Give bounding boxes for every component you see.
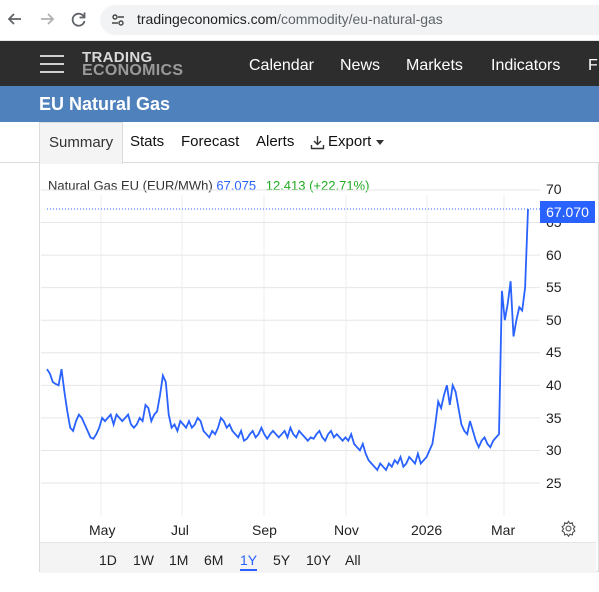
y-tick: 70 (546, 181, 562, 197)
range-1w[interactable]: 1W (133, 552, 154, 568)
x-tick: Nov (334, 522, 359, 538)
tab-stats[interactable]: Stats (130, 133, 165, 150)
browser-toolbar: tradingeconomics.com/commodity/eu-natura… (0, 0, 599, 41)
back-arrow-icon[interactable] (4, 8, 26, 30)
page-title-bar: EU Natural Gas (0, 86, 599, 122)
y-tick: 35 (546, 410, 562, 426)
range-1y[interactable]: 1Y (240, 552, 258, 571)
reload-icon[interactable] (68, 8, 90, 30)
download-icon (310, 135, 325, 149)
last-price-label: 67.070 (540, 201, 595, 223)
range-all[interactable]: All (345, 552, 361, 568)
tab-bar: Summary Stats Forecast Alerts Export (0, 122, 599, 164)
range-1d[interactable]: 1D (99, 552, 117, 568)
quote-price: 67.075 (216, 178, 257, 193)
x-tick: 2026 (411, 522, 443, 538)
page-title: EU Natural Gas (39, 94, 171, 114)
x-tick: Mar (491, 522, 516, 538)
chevron-down-icon (376, 139, 385, 145)
y-tick: 55 (546, 279, 562, 295)
tab-forecast[interactable]: Forecast (181, 133, 240, 150)
address-bar[interactable]: tradingeconomics.com/commodity/eu-natura… (100, 5, 599, 35)
forward-arrow-icon[interactable] (36, 8, 58, 30)
y-tick: 50 (546, 312, 562, 328)
range-5y[interactable]: 5Y (273, 552, 291, 568)
nav-markets[interactable]: Markets (406, 57, 463, 74)
quote-line: Natural Gas EU (EUR/MWh) 67.075 12.413 (… (48, 178, 369, 193)
x-tick: May (89, 522, 116, 538)
y-tick: 30 (546, 442, 562, 458)
range-10y[interactable]: 10Y (306, 552, 331, 568)
x-tick: Sep (252, 522, 277, 538)
range-6m[interactable]: 6M (204, 552, 224, 568)
gear-icon[interactable] (560, 520, 577, 537)
y-tick: 60 (546, 247, 562, 263)
logo[interactable]: TRADING ECONOMICS (82, 49, 184, 79)
quote-name: Natural Gas EU (EUR/MWh) (48, 178, 213, 193)
export-label: Export (328, 133, 372, 150)
y-tick: 40 (546, 377, 562, 393)
range-selector (40, 542, 596, 573)
export-dropdown[interactable]: Export (310, 122, 385, 162)
url-text: tradingeconomics.com/commodity/eu-natura… (137, 11, 443, 27)
nav-calendar[interactable]: Calendar (249, 57, 314, 74)
site-header: TRADING ECONOMICS Calendar News Markets … (0, 41, 599, 86)
quote-change: 12.413 (+22.71%) (265, 178, 370, 193)
x-tick: Jul (171, 522, 189, 538)
hamburger-icon[interactable] (40, 55, 64, 73)
y-tick: 25 (546, 475, 562, 491)
nav-indicators[interactable]: Indicators (491, 57, 561, 74)
site-settings-icon[interactable] (110, 12, 126, 28)
nav-forecast-truncated[interactable]: F (588, 57, 598, 74)
tab-summary[interactable]: Summary (39, 122, 124, 164)
y-tick: 45 (546, 344, 562, 360)
nav-news[interactable]: News (340, 57, 381, 74)
range-1m[interactable]: 1M (169, 552, 189, 568)
chart-panel (39, 162, 599, 572)
tab-alerts[interactable]: Alerts (256, 133, 295, 150)
